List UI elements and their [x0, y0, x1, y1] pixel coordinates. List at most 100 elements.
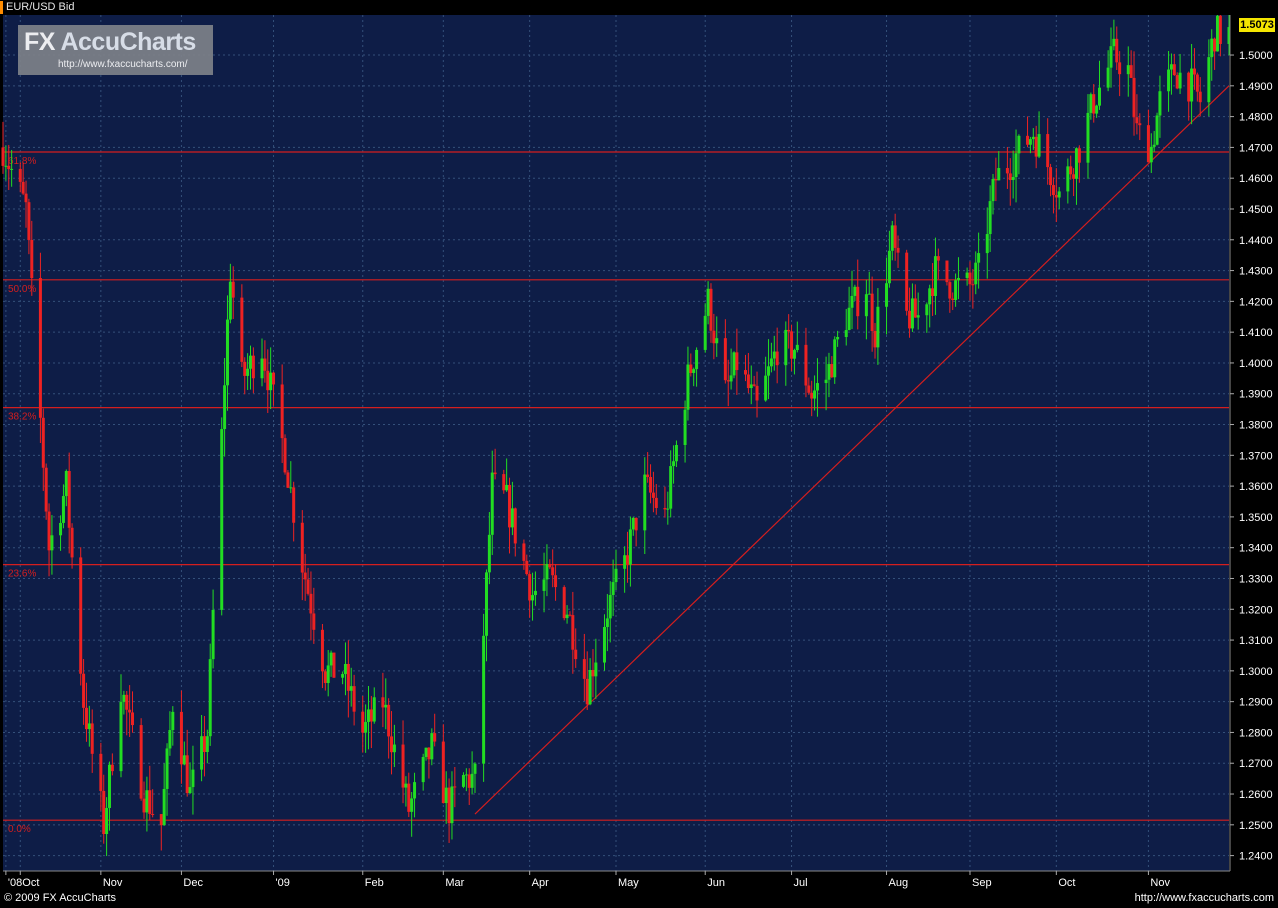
- candle-down: [1005, 146, 1009, 189]
- candle-down: [447, 778, 451, 843]
- candle-body: [84, 707, 88, 730]
- candle-body: [1011, 177, 1015, 181]
- candle-up: [1017, 134, 1021, 175]
- candle-down: [441, 724, 445, 804]
- time-axis[interactable]: '08 Oct Nov Dec '09 Feb Mar Apr May Jun Jul Aug Sep O…: [5, 871, 1171, 889]
- candle-body: [991, 179, 995, 202]
- candle-down: [1054, 168, 1058, 223]
- candle-body: [1118, 62, 1122, 75]
- candle-body: [280, 384, 284, 439]
- candle-body: [510, 508, 514, 528]
- candle-up: [672, 445, 676, 484]
- candle-body: [582, 659, 586, 679]
- candle-down: [562, 585, 566, 621]
- candle-body: [346, 663, 350, 691]
- candle-up: [225, 295, 229, 411]
- candle-body: [404, 783, 408, 788]
- candle-body: [1207, 57, 1211, 103]
- candle-body: [168, 730, 172, 749]
- candle-body: [1195, 74, 1199, 92]
- candle-down: [312, 587, 316, 644]
- candle-body: [974, 262, 978, 285]
- candle-up: [1167, 51, 1171, 112]
- candle-body: [623, 555, 627, 569]
- candle-down: [185, 729, 189, 797]
- candle-up: [674, 440, 678, 468]
- candle-down: [1, 121, 5, 174]
- footer-website[interactable]: http://www.fxaccucharts.com: [1134, 892, 1274, 904]
- candle-down: [1046, 118, 1050, 185]
- fib-level-label: 50.0%: [8, 284, 36, 295]
- candle-body: [59, 522, 63, 536]
- candle-body: [591, 669, 595, 677]
- y-tick-label: 1.3300: [1239, 573, 1273, 585]
- candle-body: [732, 352, 736, 376]
- y-tick-label: 1.2400: [1239, 851, 1273, 863]
- candle-body: [200, 736, 204, 770]
- candle-up: [985, 207, 989, 279]
- footer-copyright: © 2009 FX AccuCharts: [4, 892, 117, 904]
- candle-up: [413, 772, 417, 818]
- candle-body: [744, 370, 748, 375]
- candle-down: [626, 531, 630, 583]
- candle-up: [1169, 53, 1173, 95]
- candle-down: [407, 772, 411, 818]
- candle-up: [876, 288, 880, 365]
- candle-up: [482, 613, 486, 782]
- candle-body: [703, 315, 707, 350]
- candle-body: [810, 392, 814, 399]
- candle-down: [571, 591, 575, 674]
- candle-body: [300, 522, 304, 573]
- candle-body: [663, 507, 667, 510]
- candle-body: [128, 709, 132, 713]
- candle-up: [813, 375, 817, 411]
- candle-body: [366, 709, 370, 722]
- candle-down: [128, 685, 132, 737]
- candle-up: [623, 546, 627, 593]
- candle-body: [674, 444, 678, 462]
- candle-body: [767, 366, 771, 376]
- candle-up: [249, 345, 253, 390]
- candle-body: [251, 355, 255, 379]
- candle-up: [1227, 9, 1231, 56]
- candle-body: [228, 281, 232, 320]
- candle-down: [807, 377, 811, 395]
- fib-level-label: 23.6%: [8, 569, 36, 580]
- x-tick-label: '08: [8, 877, 22, 889]
- candle-body: [749, 384, 753, 389]
- candle-body: [997, 168, 1001, 181]
- candle-up: [594, 638, 598, 699]
- candle-body: [772, 351, 776, 359]
- candle-up: [1178, 53, 1182, 95]
- candle-up: [565, 605, 569, 624]
- candle-body: [833, 339, 837, 378]
- candle-down: [453, 766, 457, 808]
- candle-down: [574, 628, 578, 668]
- candle-down: [21, 162, 25, 196]
- candle-body: [933, 256, 937, 296]
- candle-body: [1026, 135, 1030, 145]
- price-axis[interactable]: 1.5000 1.4900 1.4800 1.4700 1.4600 1.4500 1.44…: [1230, 50, 1273, 863]
- x-tick-label: Nov: [103, 877, 123, 889]
- candle-up: [1037, 111, 1041, 159]
- candle-down: [1008, 158, 1012, 206]
- candle-body: [188, 787, 192, 794]
- candle-up: [61, 484, 65, 529]
- candle-up: [64, 469, 68, 507]
- y-tick-label: 1.2600: [1239, 789, 1273, 801]
- candle-down: [99, 742, 103, 811]
- candle-down: [931, 263, 935, 316]
- candle-down: [723, 319, 727, 384]
- candle-down: [568, 611, 572, 617]
- candle-up: [410, 792, 414, 837]
- y-tick-label: 1.3100: [1239, 635, 1273, 647]
- candle-up: [608, 581, 612, 643]
- candle-body: [441, 741, 445, 804]
- candle-body: [1190, 68, 1194, 102]
- candle-up: [631, 516, 635, 536]
- candle-body: [1178, 72, 1182, 89]
- candle-body: [755, 385, 759, 401]
- candle-body: [654, 497, 658, 508]
- candle-down: [1198, 77, 1202, 117]
